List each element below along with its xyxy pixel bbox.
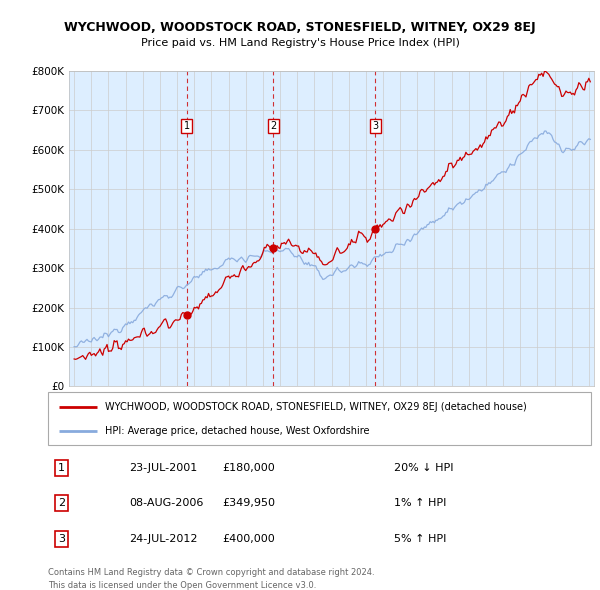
Text: £400,000: £400,000 xyxy=(222,534,275,544)
Text: This data is licensed under the Open Government Licence v3.0.: This data is licensed under the Open Gov… xyxy=(48,581,316,590)
Text: £180,000: £180,000 xyxy=(222,463,275,473)
Text: 1% ↑ HPI: 1% ↑ HPI xyxy=(394,498,446,508)
Text: 23-JUL-2001: 23-JUL-2001 xyxy=(129,463,197,473)
Text: Contains HM Land Registry data © Crown copyright and database right 2024.: Contains HM Land Registry data © Crown c… xyxy=(48,568,374,576)
Text: 08-AUG-2006: 08-AUG-2006 xyxy=(129,498,203,508)
Text: WYCHWOOD, WOODSTOCK ROAD, STONESFIELD, WITNEY, OX29 8EJ (detached house): WYCHWOOD, WOODSTOCK ROAD, STONESFIELD, W… xyxy=(105,402,527,412)
Text: 3: 3 xyxy=(58,534,65,544)
FancyBboxPatch shape xyxy=(48,392,591,445)
Text: 24-JUL-2012: 24-JUL-2012 xyxy=(129,534,197,544)
Text: £349,950: £349,950 xyxy=(222,498,275,508)
Text: 3: 3 xyxy=(373,121,379,131)
Text: 20% ↓ HPI: 20% ↓ HPI xyxy=(394,463,453,473)
Text: 1: 1 xyxy=(184,121,190,131)
Text: 5% ↑ HPI: 5% ↑ HPI xyxy=(394,534,446,544)
Text: HPI: Average price, detached house, West Oxfordshire: HPI: Average price, detached house, West… xyxy=(105,425,370,435)
Text: 1: 1 xyxy=(58,463,65,473)
Text: WYCHWOOD, WOODSTOCK ROAD, STONESFIELD, WITNEY, OX29 8EJ: WYCHWOOD, WOODSTOCK ROAD, STONESFIELD, W… xyxy=(64,21,536,34)
Text: 2: 2 xyxy=(58,498,65,508)
Text: 2: 2 xyxy=(270,121,276,131)
Text: Price paid vs. HM Land Registry's House Price Index (HPI): Price paid vs. HM Land Registry's House … xyxy=(140,38,460,48)
